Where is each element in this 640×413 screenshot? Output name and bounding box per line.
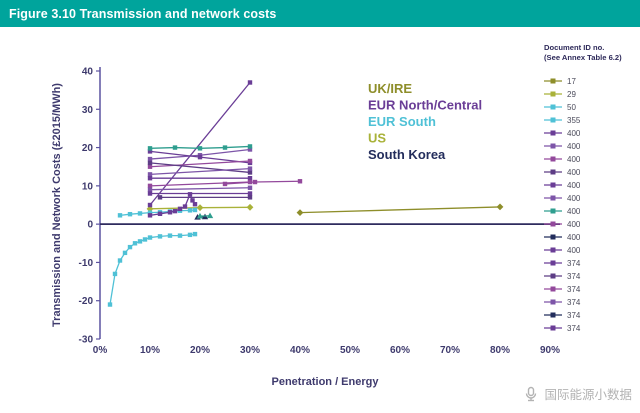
- svg-text:-30: -30: [79, 335, 94, 346]
- doc-legend-id: 400: [567, 128, 581, 138]
- doc-legend-id: 374: [567, 284, 581, 294]
- doc-legend-marker-icon: [544, 156, 562, 162]
- svg-text:Transmission and Network Costs: Transmission and Network Costs (£2015/MW…: [51, 83, 63, 327]
- doc-legend-item: 400: [544, 218, 638, 231]
- doc-legend-id: 400: [567, 141, 581, 151]
- svg-text:30%: 30%: [240, 345, 260, 356]
- doc-legend-id: 400: [567, 180, 581, 190]
- doc-legend-item: 400: [544, 192, 638, 205]
- doc-legend-id: 400: [567, 232, 581, 242]
- doc-legend-id: 374: [567, 310, 581, 320]
- svg-text:80%: 80%: [490, 345, 510, 356]
- doc-legend-marker-icon: [544, 143, 562, 149]
- doc-legend-marker-icon: [544, 78, 562, 84]
- microphone-icon: [526, 386, 537, 401]
- doc-legend-marker-icon: [544, 299, 562, 305]
- doc-legend-id: 50: [567, 102, 576, 112]
- doc-legend-marker-icon: [544, 195, 562, 201]
- doc-legend-id: 400: [567, 206, 581, 216]
- doc-legend-id: 17: [567, 76, 576, 86]
- doc-legend-item: 400: [544, 166, 638, 179]
- doc-legend-marker-icon: [544, 234, 562, 240]
- doc-legend-id: 400: [567, 193, 581, 203]
- doc-legend-title: Document ID no. (See Annex Table 6.2): [544, 43, 638, 63]
- doc-legend-item: 50: [544, 101, 638, 114]
- svg-text:40%: 40%: [290, 345, 310, 356]
- doc-legend-item: 374: [544, 270, 638, 283]
- figure-header: Figure 3.10 Transmission and network cos…: [0, 0, 640, 27]
- doc-legend-id: 374: [567, 323, 581, 333]
- doc-legend-marker-icon: [544, 247, 562, 253]
- svg-text:20: 20: [82, 143, 94, 154]
- doc-legend-id: 400: [567, 245, 581, 255]
- doc-legend-item: 355: [544, 114, 638, 127]
- svg-text:10%: 10%: [140, 345, 160, 356]
- svg-text:50%: 50%: [340, 345, 360, 356]
- doc-legend-marker-icon: [544, 91, 562, 97]
- doc-legend-item: 374: [544, 283, 638, 296]
- doc-legend-item: 400: [544, 205, 638, 218]
- doc-legend-marker-icon: [544, 312, 562, 318]
- region-legend-label: EUR North/Central: [368, 98, 482, 113]
- svg-text:60%: 60%: [390, 345, 410, 356]
- svg-text:Penetration / Energy: Penetration / Energy: [272, 376, 380, 388]
- watermark: 国际能源小数据: [523, 384, 632, 403]
- doc-legend-id: 400: [567, 154, 581, 164]
- region-legend-label: UK/IRE: [368, 81, 412, 96]
- chart-canvas: -30 -20 -10 0 10 20 30 40 0% 10% 20% 30% 40% 50% 60% 70…: [51, 67, 560, 389]
- svg-text:20%: 20%: [190, 345, 210, 356]
- doc-legend-item: 400: [544, 179, 638, 192]
- doc-legend-item: 400: [544, 153, 638, 166]
- svg-text:90%: 90%: [540, 345, 560, 356]
- doc-legend-marker-icon: [544, 130, 562, 136]
- region-legend-label: US: [368, 131, 386, 146]
- doc-legend-marker-icon: [544, 208, 562, 214]
- doc-legend-title-line2: (See Annex Table 6.2): [544, 52, 622, 62]
- doc-legend-marker-icon: [544, 260, 562, 266]
- doc-legend-marker-icon: [544, 325, 562, 331]
- doc-legend-item: 400: [544, 244, 638, 257]
- doc-legend-title-line1: Document ID no.: [544, 43, 605, 52]
- watermark-text: 国际能源小数据: [544, 388, 632, 402]
- doc-legend-item: 17: [544, 75, 638, 88]
- doc-legend-item: 29: [544, 88, 638, 101]
- doc-legend-id: 29: [567, 89, 576, 99]
- doc-legend-marker-icon: [544, 169, 562, 175]
- doc-legend-item: 374: [544, 322, 638, 335]
- doc-legend-marker-icon: [544, 221, 562, 227]
- doc-legend-id: 374: [567, 297, 581, 307]
- doc-legend-item: 400: [544, 140, 638, 153]
- doc-legend-item: 374: [544, 257, 638, 270]
- doc-legend-item: 374: [544, 296, 638, 309]
- svg-text:0%: 0%: [93, 345, 108, 356]
- svg-text:40: 40: [82, 67, 94, 78]
- doc-legend: Document ID no. (See Annex Table 6.2) 17…: [544, 43, 638, 335]
- doc-legend-id: 355: [567, 115, 581, 125]
- doc-legend-item: 400: [544, 231, 638, 244]
- doc-legend-id: 374: [567, 271, 581, 281]
- svg-text:0: 0: [87, 220, 93, 231]
- doc-legend-items: 17 29 50 355 400 400 400 400 400 400 400 400 400 400 3…: [544, 75, 638, 335]
- doc-legend-marker-icon: [544, 182, 562, 188]
- doc-legend-marker-icon: [544, 104, 562, 110]
- figure-title: Figure 3.10 Transmission and network cos…: [9, 6, 277, 21]
- doc-legend-id: 400: [567, 167, 581, 177]
- doc-legend-marker-icon: [544, 273, 562, 279]
- svg-text:70%: 70%: [440, 345, 460, 356]
- region-legend-label: South Korea: [368, 147, 446, 162]
- svg-text:-10: -10: [79, 258, 94, 269]
- svg-text:30: 30: [82, 105, 94, 116]
- doc-legend-item: 374: [544, 309, 638, 322]
- doc-legend-marker-icon: [544, 117, 562, 123]
- chart-area: -30 -20 -10 0 10 20 30 40 0% 10% 20% 30% 40% 50% 60% 70…: [0, 27, 640, 413]
- svg-text:-20: -20: [79, 296, 94, 307]
- doc-legend-id: 400: [567, 219, 581, 229]
- svg-text:10: 10: [82, 181, 94, 192]
- region-legend-label: EUR South: [368, 114, 436, 129]
- doc-legend-marker-icon: [544, 286, 562, 292]
- doc-legend-item: 400: [544, 127, 638, 140]
- doc-legend-id: 374: [567, 258, 581, 268]
